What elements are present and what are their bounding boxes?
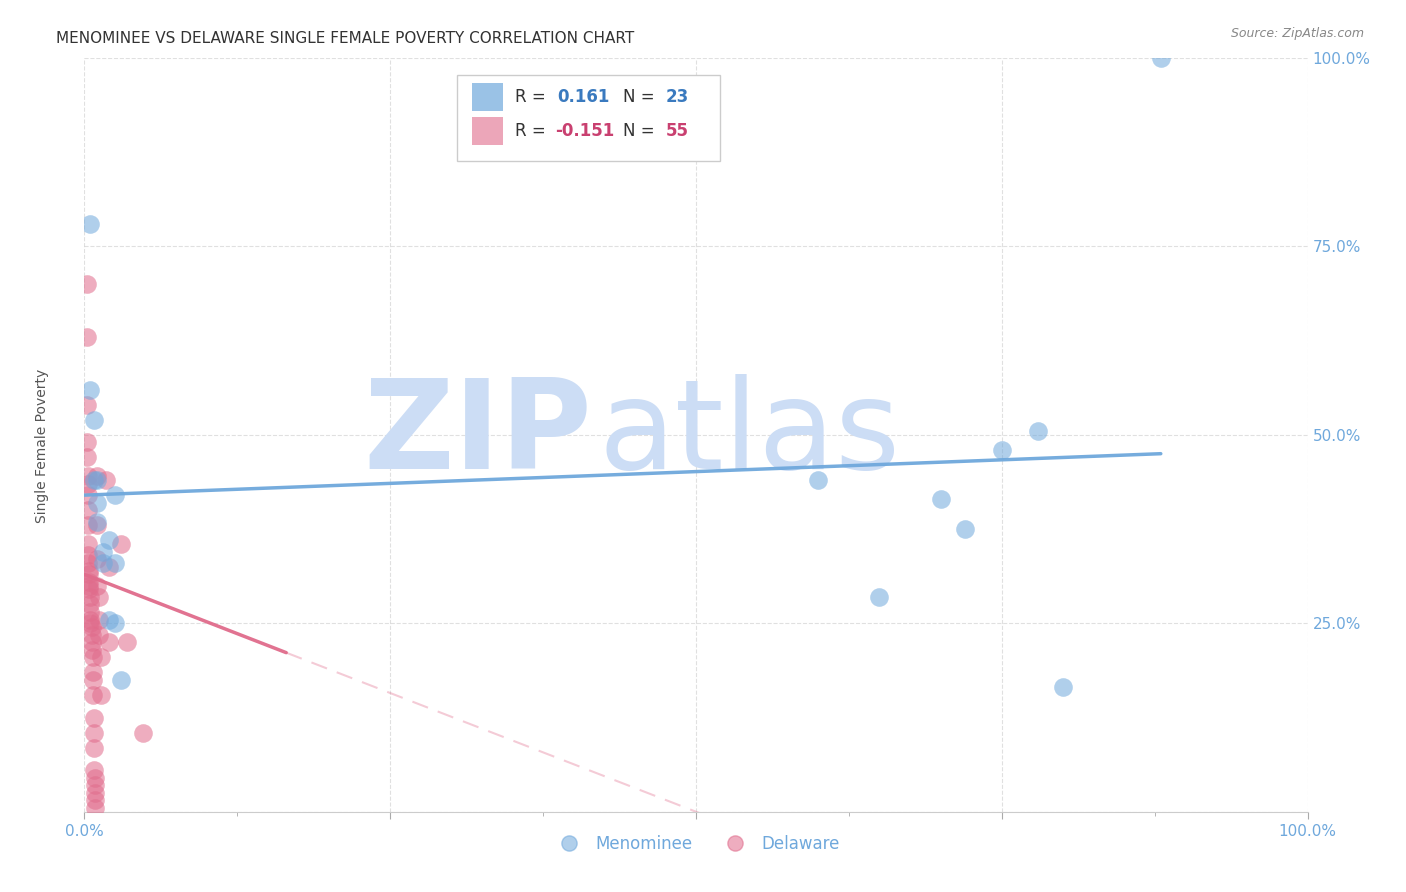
Point [86,496,108,510]
Point [77,567,100,582]
Point [82,650,104,665]
Text: N =: N = [623,122,659,140]
FancyBboxPatch shape [472,83,503,112]
Point [86,578,108,592]
Point [929,491,952,506]
Point [90,688,112,702]
Point [79,383,101,397]
Point [76,398,98,412]
Point [869,590,891,604]
Point [97,533,120,548]
Point [807,473,830,487]
Point [79,616,101,631]
Point [1150,51,1173,65]
Point [97,635,120,649]
Point [76,277,98,291]
Point [82,665,104,680]
Point [76,450,98,465]
Text: atlas: atlas [598,375,900,495]
Point [76,330,98,344]
Text: N =: N = [623,88,659,106]
Point [87,613,110,627]
Point [84,771,107,785]
Text: MENOMINEE VS DELAWARE SINGLE FEMALE POVERTY CORRELATION CHART: MENOMINEE VS DELAWARE SINGLE FEMALE POVE… [56,31,634,46]
Point [82,673,104,687]
Point [91,556,114,570]
Point [79,217,101,231]
Text: 0.161: 0.161 [558,88,610,106]
Point [132,725,155,739]
Text: R =: R = [515,122,551,140]
Point [1028,424,1050,438]
Point [77,574,100,589]
Text: 55: 55 [665,122,689,140]
Text: R =: R = [515,88,557,106]
Point [80,642,103,657]
Point [110,537,132,551]
Point [87,590,110,604]
Point [83,764,105,778]
Point [115,635,138,649]
FancyBboxPatch shape [472,117,503,145]
Point [86,515,108,529]
Text: 23: 23 [665,88,689,106]
Point [84,786,107,800]
Point [1052,681,1074,695]
Point [80,627,103,641]
Point [77,503,100,517]
Point [77,564,100,578]
Point [79,598,101,612]
Point [83,473,105,487]
Point [86,473,108,487]
Point [97,559,120,574]
Point [76,435,98,450]
Point [77,488,100,502]
Point [80,635,103,649]
Point [104,488,127,502]
FancyBboxPatch shape [457,75,720,161]
Point [77,582,100,597]
Legend: Menominee, Delaware: Menominee, Delaware [546,829,846,860]
Point [86,469,108,483]
Point [77,537,100,551]
Text: -0.151: -0.151 [555,122,614,140]
Point [84,801,107,815]
Point [104,556,127,570]
Point [104,616,127,631]
Point [97,613,120,627]
Point [83,710,105,724]
Point [84,778,107,792]
Point [77,469,100,483]
Point [953,522,976,536]
Point [77,578,100,592]
Point [991,442,1014,457]
Point [77,556,100,570]
Point [86,552,108,566]
Point [80,620,103,634]
Text: Source: ZipAtlas.com: Source: ZipAtlas.com [1230,27,1364,40]
Point [77,518,100,533]
Point [83,740,105,755]
Point [79,605,101,619]
Point [86,518,108,533]
Point [91,544,114,558]
Point [77,476,100,491]
Point [90,650,112,665]
Point [79,590,101,604]
Point [82,688,104,702]
Text: ZIP: ZIP [363,375,592,495]
Point [83,413,105,427]
Point [77,549,100,563]
Point [96,473,118,487]
Point [84,793,107,807]
Point [87,627,110,641]
Point [83,725,105,739]
Point [79,613,101,627]
Text: Single Female Poverty: Single Female Poverty [35,369,49,523]
Point [110,673,132,687]
